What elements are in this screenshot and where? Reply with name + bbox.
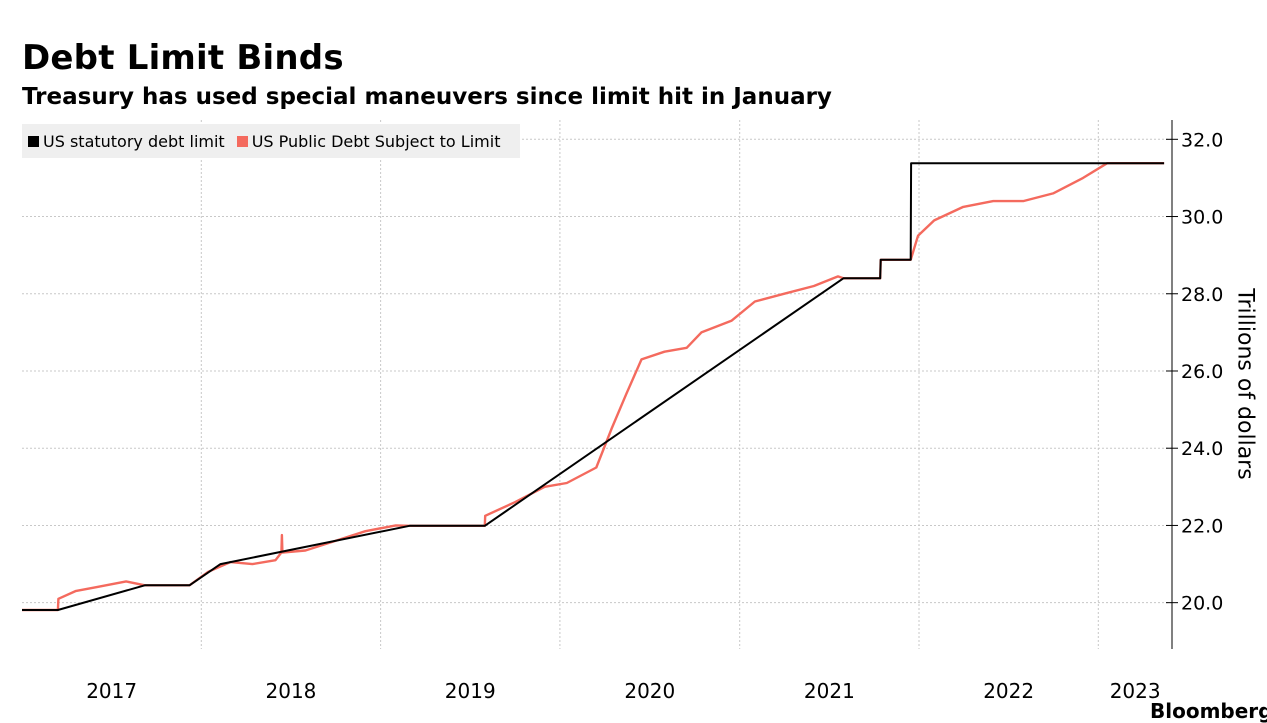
y-axis-label: Trillions of dollars <box>1232 288 1258 480</box>
legend: US statutory debt limit US Public Debt S… <box>22 124 521 158</box>
x-tick-label: 2017 <box>86 679 137 703</box>
legend-swatch-black <box>28 135 39 147</box>
y-tick-label: 24.0 <box>1181 438 1223 460</box>
series-line-debt-limit <box>22 162 1165 611</box>
bloomberg-logo: Bloomberg <box>1150 699 1267 723</box>
x-tick-label: 2018 <box>266 679 317 703</box>
x-tick-label: 2022 <box>983 679 1034 703</box>
x-axis: 2017 2018 2019 2020 2021 2022 2023 <box>86 679 1160 703</box>
x-tick-label: 2019 <box>445 679 496 703</box>
chart-subtitle: Treasury has used special maneuvers sinc… <box>22 84 832 110</box>
chart-title: Debt Limit Binds <box>22 38 344 78</box>
x-tick-label: 2021 <box>804 679 855 703</box>
gridlines <box>22 120 1172 649</box>
y-tick-label: 30.0 <box>1181 207 1223 229</box>
y-axis: 20.0 22.0 24.0 26.0 28.0 30.0 32.0 <box>1166 120 1223 649</box>
y-tick-label: 20.0 <box>1181 593 1223 615</box>
x-tick-label: 2020 <box>624 679 675 703</box>
legend-item-limit: US statutory debt limit <box>28 132 225 151</box>
legend-label-limit: US statutory debt limit <box>43 131 225 151</box>
x-tick-label: 2023 <box>1110 679 1161 703</box>
y-tick-label: 32.0 <box>1181 129 1223 151</box>
legend-swatch-red <box>236 135 248 147</box>
y-tick-label: 28.0 <box>1181 284 1223 306</box>
legend-item-debt: US Public Debt Subject to Limit <box>236 131 501 151</box>
series-lines <box>22 162 1165 612</box>
y-tick-label: 22.0 <box>1181 515 1223 537</box>
legend-label-debt: US Public Debt Subject to Limit <box>251 131 501 151</box>
series-line-public-debt <box>22 162 1165 612</box>
y-tick-label: 26.0 <box>1181 361 1223 383</box>
